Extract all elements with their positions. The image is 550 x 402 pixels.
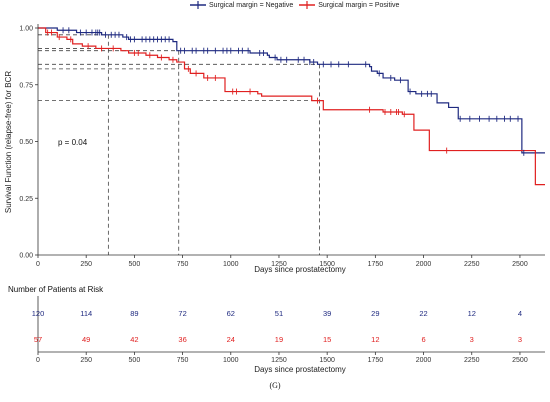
risk-count-negative: 89	[130, 309, 138, 318]
curve-positive	[38, 27, 545, 186]
y-tick-label: 0.50	[19, 139, 33, 146]
x-tick-label: 1000	[223, 261, 239, 268]
risk-count-positive: 24	[227, 335, 235, 344]
risk-x-tick-label: 1250	[271, 357, 287, 364]
risk-x-tick-label: 1500	[319, 357, 335, 364]
risk-x-tick-label: 1750	[368, 357, 384, 364]
legend-label-positive: Surgical margin = Positive	[318, 1, 400, 9]
risk-table-x-axis-label: Days since prostatectomy	[254, 365, 346, 374]
p-value-annotation: p = 0.04	[58, 138, 88, 147]
risk-count-positive: 3	[470, 335, 474, 344]
risk-count-positive: 57	[34, 335, 42, 344]
risk-x-tick-label: 750	[177, 357, 189, 364]
risk-count-positive: 49	[82, 335, 90, 344]
risk-count-negative: 12	[468, 309, 476, 318]
risk-count-positive: 15	[323, 335, 331, 344]
x-tick-label: 250	[80, 261, 92, 268]
risk-count-negative: 4	[518, 309, 522, 318]
censor-marks	[47, 27, 525, 156]
risk-count-positive: 6	[421, 335, 425, 344]
legend-swatch-negative	[190, 1, 206, 9]
x-tick-label: 1500	[319, 261, 335, 268]
risk-table-title: Number of Patients at Risk	[8, 285, 104, 294]
risk-count-negative: 29	[371, 309, 379, 318]
legend: Surgical margin = Negative Surgical marg…	[190, 1, 405, 9]
risk-x-tick-label: 1000	[223, 357, 239, 364]
risk-count-positive: 19	[275, 335, 283, 344]
y-tick-label: 1.00	[19, 26, 33, 33]
curve-negative	[38, 27, 545, 154]
x-axis-label: Days since prostatectomy	[254, 265, 346, 274]
risk-x-tick-label: 0	[36, 357, 40, 364]
risk-count-negative: 22	[419, 309, 427, 318]
risk-table: 1205701144925089425007236750622410005119…	[32, 296, 545, 364]
risk-count-negative: 39	[323, 309, 331, 318]
x-tick-label: 750	[177, 261, 189, 268]
risk-count-negative: 114	[80, 309, 92, 318]
figure-caption: (G)	[269, 381, 281, 390]
x-tick-label: 500	[129, 261, 141, 268]
reference-lines	[38, 34, 320, 255]
risk-count-positive: 12	[371, 335, 379, 344]
x-tick-label: 2000	[416, 261, 432, 268]
risk-count-negative: 51	[275, 309, 283, 318]
x-tick-label: 0	[36, 261, 40, 268]
x-tick-label: 2250	[464, 261, 480, 268]
risk-count-negative: 72	[178, 309, 186, 318]
survival-curves	[38, 27, 545, 186]
risk-count-positive: 42	[130, 335, 138, 344]
y-tick-label: 0.75	[19, 82, 33, 89]
risk-count-negative: 62	[227, 309, 235, 318]
legend-swatch-positive	[299, 1, 316, 9]
risk-count-positive: 36	[178, 335, 186, 344]
legend-label-negative: Surgical margin = Negative	[209, 1, 294, 9]
risk-count-negative: 120	[32, 309, 45, 318]
y-tick-label: 0.25	[19, 196, 33, 203]
risk-count-positive: 3	[518, 335, 522, 344]
risk-x-tick-label: 2000	[416, 357, 432, 364]
legend-item-negative: Surgical margin = Negative	[190, 1, 293, 9]
legend-item-positive: Surgical margin = Positive	[299, 1, 399, 9]
y-tick-label: 0.00	[19, 253, 33, 260]
risk-x-tick-label: 250	[80, 357, 92, 364]
risk-x-tick-label: 2250	[464, 357, 480, 364]
x-tick-label: 2500	[512, 261, 528, 268]
x-tick-label: 1750	[368, 261, 384, 268]
risk-x-tick-label: 500	[129, 357, 141, 364]
risk-x-tick-label: 2500	[512, 357, 528, 364]
axes: 0.00 0.25 0.50 0.75 1.00 0 250 500 750 1000 1250 15…	[19, 24, 545, 268]
x-tick-label: 1250	[271, 261, 287, 268]
y-axis-label: Survival Function (relapse-free) for BCR	[4, 71, 13, 213]
